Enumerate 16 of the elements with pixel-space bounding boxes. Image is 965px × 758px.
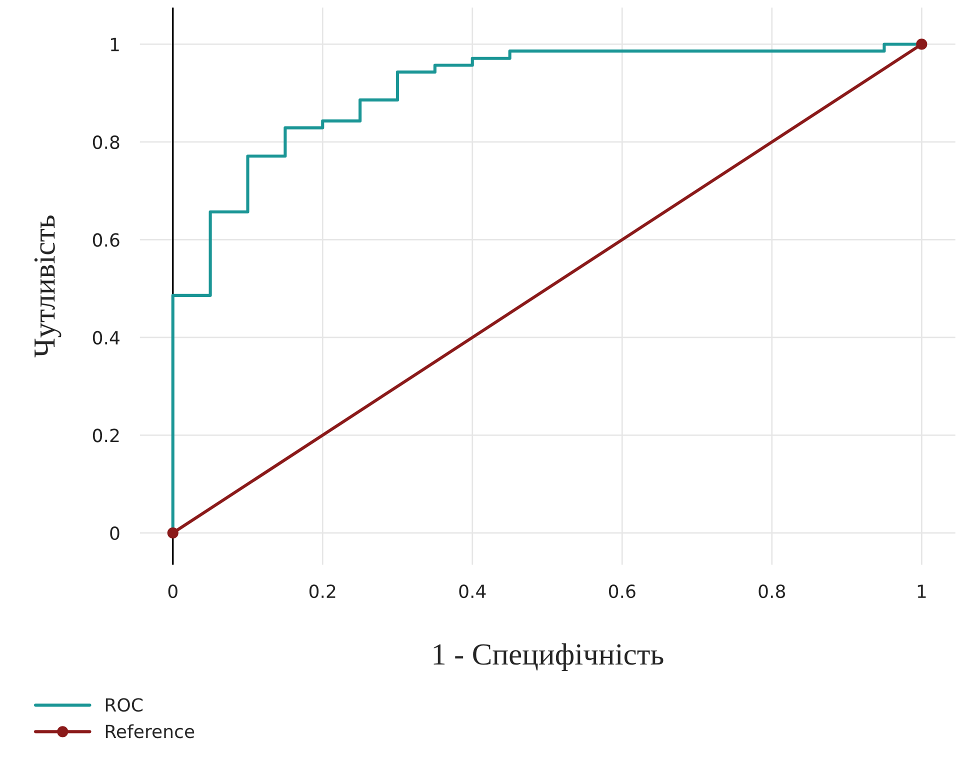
x-tick-label: 0 [168, 584, 178, 598]
y-axis-title: Чутливість [34, 216, 62, 358]
y-tick-label: 0.8 [92, 135, 120, 150]
x-tick-label: 0.2 [309, 584, 336, 598]
x-axis-title: 1 - Специфічність [434, 643, 664, 672]
y-tick-label: 0.2 [92, 428, 119, 442]
y-tick-label: 0.4 [92, 330, 120, 345]
legend-label: ROC [106, 698, 143, 712]
x-tick-label: 1 [918, 584, 926, 598]
x-tick-label: 0.4 [459, 584, 486, 598]
x-tick-label: 0.8 [758, 584, 786, 598]
y-tick-label: 0.6 [92, 233, 120, 247]
y-tick-label: 1 [110, 38, 119, 52]
x-tick-label: 0.6 [608, 584, 636, 598]
legend-label: Reference [106, 724, 194, 738]
y-tick-label: 0 [110, 526, 120, 540]
